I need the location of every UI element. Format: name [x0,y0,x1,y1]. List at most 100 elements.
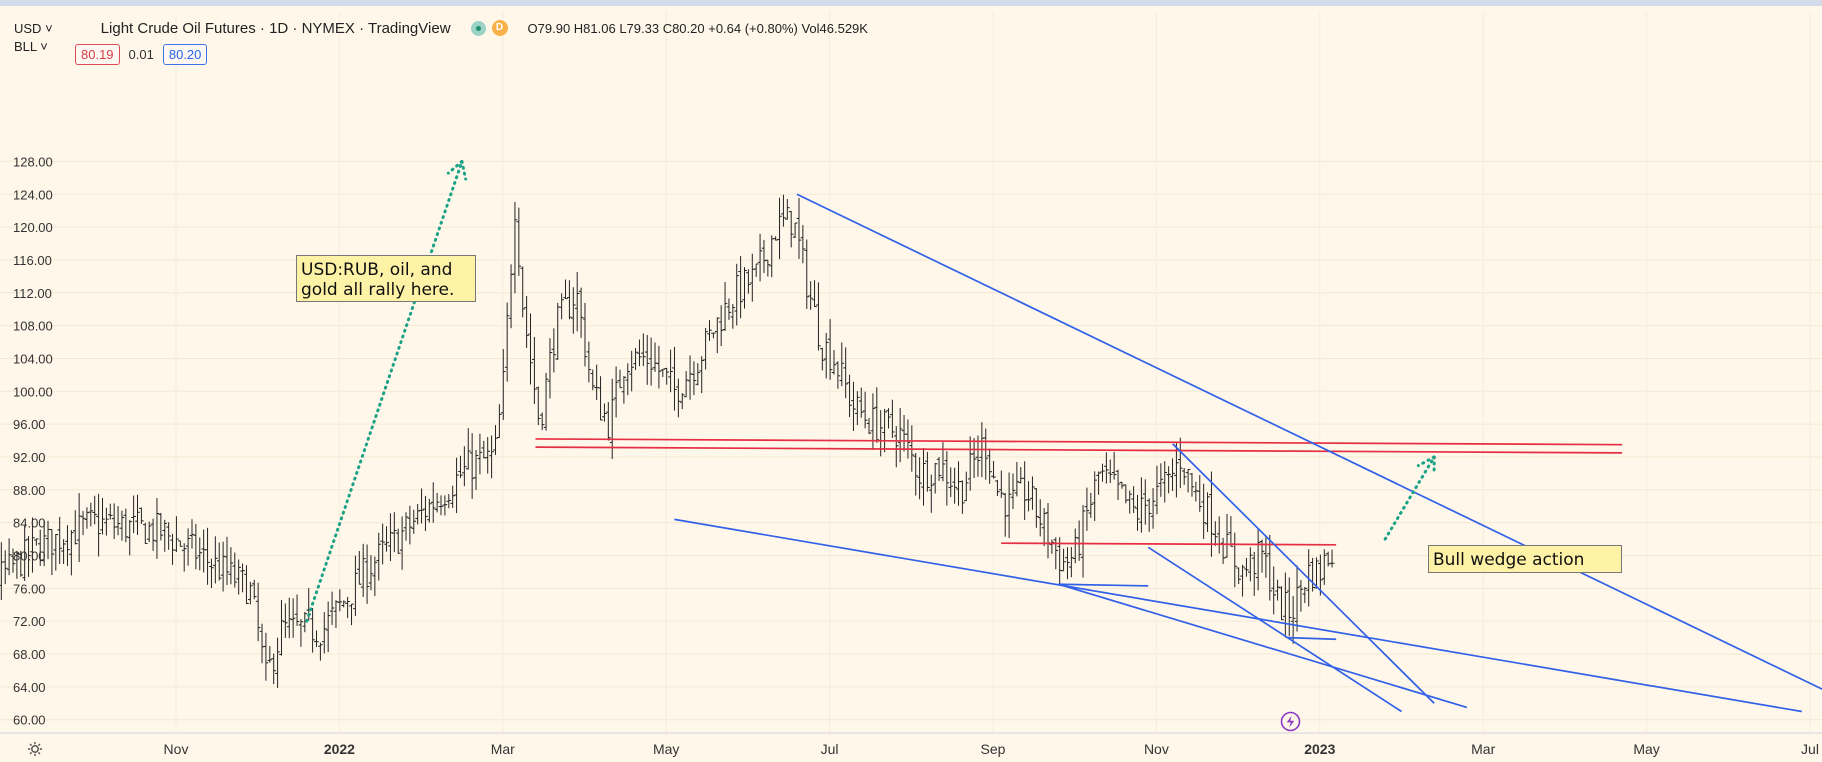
trendline-lower-wedge[interactable] [674,518,1802,713]
ohlc-bar[interactable] [753,263,759,277]
ohlc-bar[interactable] [123,508,129,543]
ohlc-bar[interactable] [407,505,413,545]
ohlc-bar[interactable] [1290,595,1296,644]
ohlc-bar[interactable] [672,346,677,411]
ohlc-bar[interactable] [1084,487,1090,531]
ohlc-bar[interactable] [808,281,813,310]
ohlc-bar[interactable] [279,599,284,656]
ohlc-bar[interactable] [1209,471,1214,557]
ohlc-bar[interactable] [644,335,650,385]
ohlc-bar[interactable] [1041,508,1047,547]
ohlc-bar[interactable] [1318,554,1323,596]
ohlc-bar[interactable] [1100,463,1105,482]
ohlc-bar[interactable] [18,550,24,577]
ohlc-bar[interactable] [14,550,20,579]
ohlc-bar[interactable] [761,239,767,274]
trendline-inner-support[interactable] [1147,546,1402,713]
ohlc-bar[interactable] [726,298,732,320]
ohlc-bar[interactable] [1166,466,1171,494]
ohlc-bar[interactable] [1010,473,1016,510]
ohlc-bar[interactable] [1314,557,1319,589]
ohlc-bar[interactable] [22,525,27,582]
ohlc-bar[interactable] [944,451,950,506]
ohlc-bar[interactable] [1072,528,1078,564]
ohlc-bar[interactable] [224,536,230,585]
ohlc-bar[interactable] [598,376,603,421]
ohlc-bar[interactable] [325,601,331,653]
ohlc-bar[interactable] [734,263,740,326]
ohlc-bar[interactable] [364,544,370,604]
ohlc-bar[interactable] [1107,459,1113,484]
ohlc-bar[interactable] [504,302,510,382]
ohlc-bar[interactable] [855,391,860,425]
ohlc-bar[interactable] [890,399,895,439]
gear-icon[interactable] [27,741,43,757]
ohlc-bar[interactable] [683,371,689,398]
ohlc-bar[interactable] [49,529,55,576]
ohlc-bar[interactable] [1139,477,1144,533]
ohlc-bar[interactable] [53,534,59,571]
ohlc-bars[interactable] [0,194,1335,688]
currency-selector[interactable]: USD ˅ [14,21,53,36]
ohlc-bar[interactable] [695,363,701,386]
ohlc-bar[interactable] [1049,539,1055,554]
ohlc-bar[interactable] [115,506,121,536]
ohlc-bar[interactable] [213,536,218,584]
ohlc-bar[interactable] [1158,463,1164,497]
ohlc-bar[interactable] [648,337,654,386]
ohlc-bar[interactable] [633,348,638,371]
ohlc-bar[interactable] [1088,492,1094,518]
ohlc-bar[interactable] [146,521,152,543]
ohlc-bar[interactable] [1294,565,1300,632]
lightning-icon[interactable] [1280,711,1301,732]
ohlc-bar[interactable] [547,338,553,399]
ohlc-bar[interactable] [1111,451,1117,480]
ohlc-bar[interactable] [392,512,397,553]
ohlc-bar[interactable] [69,530,74,576]
ohlc-bar[interactable] [119,510,125,541]
ohlc-bar[interactable] [442,495,448,516]
ohlc-bar[interactable] [1310,557,1315,592]
ohlc-bar[interactable] [232,552,238,588]
ohlc-bar[interactable] [893,426,899,468]
ohlc-bar[interactable] [590,369,596,391]
ohlc-bar[interactable] [107,503,113,520]
ohlc-bar[interactable] [380,523,385,565]
ohlc-bar[interactable] [251,579,257,600]
ohlc-bar[interactable] [438,495,444,516]
ohlc-bar[interactable] [1065,547,1070,580]
ohlc-bar[interactable] [781,194,786,227]
ohlc-bar[interactable] [578,287,584,338]
ohlc-bar[interactable] [154,498,160,559]
ohlc-bar[interactable] [835,361,841,389]
ohlc-bar[interactable] [1329,549,1335,568]
ohlc-bar[interactable] [131,495,136,534]
ohlc-bar[interactable] [535,386,541,426]
ohlc-bar[interactable] [917,457,922,500]
ohlc-bar[interactable] [500,349,506,420]
ohlc-bar[interactable] [520,266,526,318]
ohlc-bar[interactable] [368,555,374,591]
ohlc-bar[interactable] [360,543,366,597]
ohlc-bar[interactable] [263,632,269,681]
ohlc-bar[interactable] [617,369,623,389]
ohlc-bar[interactable] [1255,528,1261,591]
ohlc-bar[interactable] [1092,471,1098,521]
ohlc-bar[interactable] [76,493,82,562]
ohlc-bar[interactable] [430,482,436,523]
ohlc-bar[interactable] [660,368,666,377]
trendline-dec-support[interactable] [1287,636,1337,641]
ohlc-bar[interactable] [80,511,86,536]
ohlc-bar[interactable] [57,516,62,564]
ohlc-bar[interactable] [310,608,315,653]
ohlc-bar[interactable] [928,474,934,513]
ohlc-bar[interactable] [372,556,378,597]
ohlc-bar[interactable] [625,363,631,396]
ohlc-bar[interactable] [676,378,681,418]
ohlc-bar[interactable] [742,267,747,309]
ohlc-bar[interactable] [135,494,140,535]
ohlc-bar[interactable] [571,287,576,334]
ohlc-bar[interactable] [1283,572,1288,638]
drawing-layer[interactable] [305,159,1822,713]
ohlc-bar[interactable] [61,539,66,565]
